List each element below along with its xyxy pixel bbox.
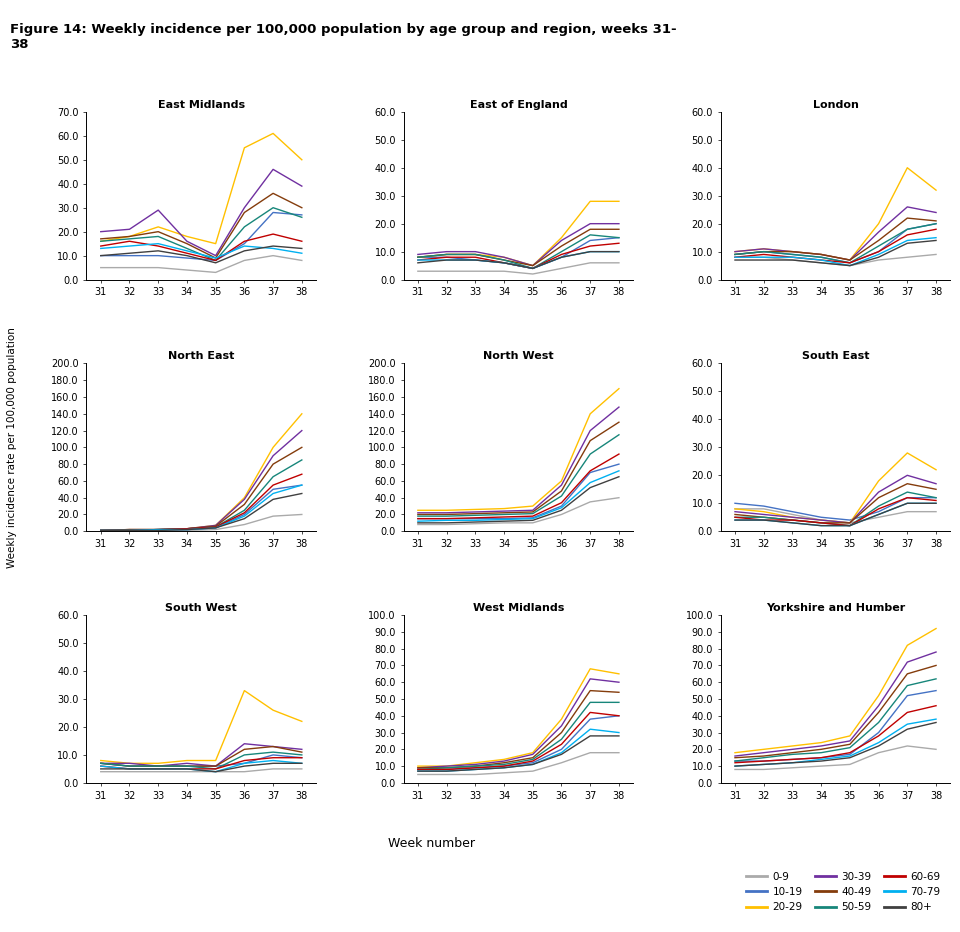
- Title: West Midlands: West Midlands: [472, 603, 564, 613]
- Text: Weekly incidence rate per 100,000 population: Weekly incidence rate per 100,000 popula…: [7, 327, 16, 568]
- Title: South East: South East: [802, 351, 869, 362]
- Title: South West: South West: [165, 603, 237, 613]
- Title: Yorkshire and Humber: Yorkshire and Humber: [766, 603, 905, 613]
- Title: London: London: [812, 100, 858, 110]
- Text: Figure 14: Weekly incidence per 100,000 population by age group and region, week: Figure 14: Weekly incidence per 100,000 …: [10, 23, 676, 51]
- Title: East Midlands: East Midlands: [157, 100, 245, 110]
- Title: East of England: East of England: [469, 100, 567, 110]
- Title: North East: North East: [168, 351, 234, 362]
- Title: North West: North West: [483, 351, 554, 362]
- Legend: 0-9, 10-19, 20-29, 30-39, 40-49, 50-59, 60-69, 70-79, 80+: 0-9, 10-19, 20-29, 30-39, 40-49, 50-59, …: [741, 867, 946, 917]
- Text: Week number: Week number: [389, 837, 475, 850]
